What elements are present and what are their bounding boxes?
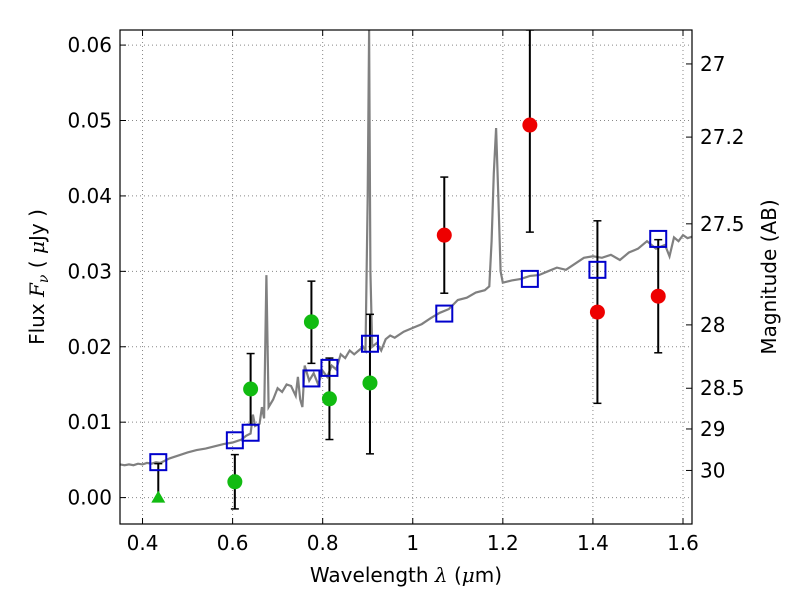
green-point-marker: [303, 314, 319, 330]
x-tick-label: 1.6: [667, 531, 699, 555]
model-point-square: [149, 453, 168, 472]
x-axis-title-text: Wavelength: [310, 563, 435, 587]
x-axis-title-mu: μ: [462, 563, 475, 587]
y-axis-title-f: F: [25, 282, 49, 298]
green-point-marker: [227, 474, 243, 490]
y-axis-title-unit: Jy ): [25, 209, 49, 243]
y-tick-label: 0.00: [67, 486, 112, 510]
x-axis-title-unit: m): [475, 563, 502, 587]
model-point-square: [588, 260, 607, 279]
model-point-square: [520, 269, 539, 288]
green-point-marker: [362, 375, 378, 391]
y-tick-label: 0.03: [67, 259, 112, 283]
y-axis-title-mu: μ: [25, 241, 49, 254]
plot-content: [120, 30, 692, 510]
x-tick-label: 0.8: [307, 531, 339, 555]
y-axis-title-text: Flux: [25, 297, 49, 345]
model-point-square: [241, 423, 260, 442]
y-tick-label: 0.05: [67, 109, 112, 133]
y-axis-title: Flux Fν ( μJy ): [25, 209, 52, 345]
green-point-marker: [243, 381, 259, 397]
x-axis-title-open: (: [448, 563, 462, 587]
y2-tick-label: 28: [700, 313, 725, 337]
y-axis-title-open: (: [25, 254, 49, 275]
plot-area: [120, 30, 692, 510]
y2-tick-label: 27.2: [700, 125, 745, 149]
y2-tick-label: 27.5: [700, 212, 745, 236]
y-axis-title-nu: ν: [36, 274, 52, 283]
x-tick-label: 1: [406, 531, 419, 555]
x-tick-label: 1.4: [577, 531, 609, 555]
plot-frame: [119, 29, 693, 525]
x-axis-title: Wavelength λ (μm): [310, 563, 502, 587]
x-tick-label: 0.6: [217, 531, 249, 555]
red-point-marker: [650, 288, 666, 304]
axes: 0.4 0.6 0.8 1 1.2 1.4 1.6 0.00 0.01 0.02 0.03 0.04 0…: [67, 30, 745, 555]
x-tick-label: 1.2: [487, 531, 519, 555]
y-tick-label: 0.04: [67, 184, 112, 208]
y2-tick-label: 29: [700, 417, 725, 441]
model-point-square: [360, 334, 379, 353]
model-point-square: [302, 369, 321, 388]
y-tick-label: 0.06: [67, 33, 112, 57]
model-point-square: [649, 229, 668, 248]
x-axis-title-lambda: λ: [434, 563, 448, 587]
y2-axis-title: Magnitude (AB): [757, 199, 781, 354]
red-point-marker: [522, 117, 538, 133]
red-point-marker: [589, 304, 605, 320]
green-upper-limit-marker: [151, 490, 166, 503]
red-point-marker: [436, 227, 452, 243]
model-spectrum-line: [120, 30, 692, 467]
model-point-square: [320, 358, 339, 377]
y2-tick-label: 27: [700, 52, 725, 76]
y2-tick-label: 30: [700, 458, 725, 482]
y-tick-label: 0.01: [67, 410, 112, 434]
model-point-square: [435, 304, 454, 323]
y-tick-label: 0.02: [67, 335, 112, 359]
y2-tick-label: 28.5: [700, 376, 745, 400]
x-tick-label: 0.4: [127, 531, 159, 555]
green-point-marker: [321, 391, 337, 407]
